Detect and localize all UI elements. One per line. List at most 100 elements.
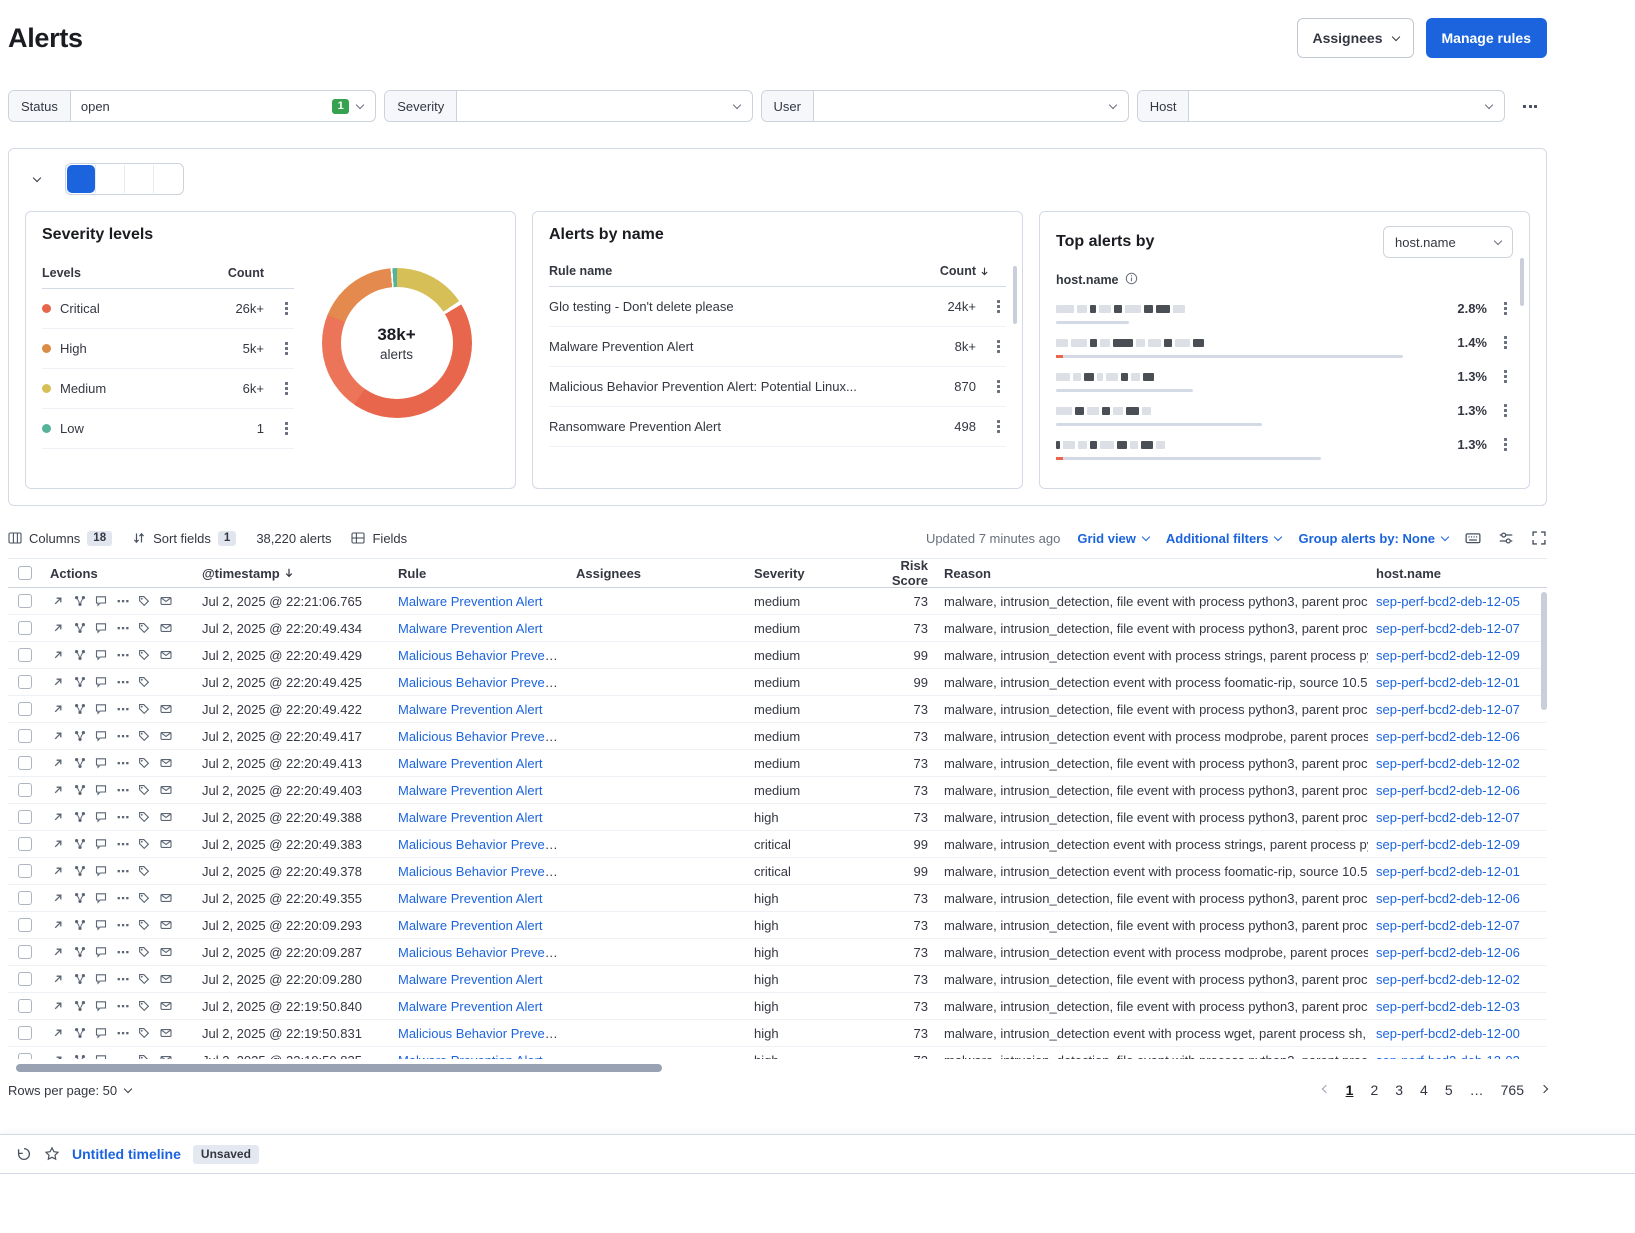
manage-rules-button[interactable]: Manage rules <box>1425 18 1547 58</box>
host-link[interactable]: sep-perf-bcd2-deb-12-06 <box>1376 944 1520 960</box>
chart-tab[interactable] <box>67 165 95 193</box>
kebab-menu-icon[interactable] <box>278 381 294 396</box>
rule-column-header[interactable]: Rule <box>398 565 427 581</box>
kebab-menu-icon[interactable] <box>990 339 1006 354</box>
session-view-icon[interactable] <box>138 973 150 985</box>
analyze-event-icon[interactable] <box>74 703 86 715</box>
chart-tab[interactable] <box>124 165 153 193</box>
reason-cell[interactable]: malware, intrusion_detection, file event… <box>944 971 1368 987</box>
analyze-event-icon[interactable] <box>74 595 86 607</box>
count-column-header[interactable]: Count <box>939 264 976 278</box>
row-checkbox[interactable] <box>18 810 32 824</box>
reason-cell[interactable]: malware, intrusion_detection event with … <box>944 674 1368 690</box>
host-link[interactable]: sep-perf-bcd2-deb-12-07 <box>1376 809 1520 825</box>
previous-page-icon[interactable] <box>1321 1084 1330 1093</box>
rule-link[interactable]: Malicious Behavior Preventi... <box>398 647 568 663</box>
pagination-page[interactable]: 765 <box>1500 1082 1524 1098</box>
assignees-column-header[interactable]: Assignees <box>576 565 642 581</box>
more-actions-icon[interactable] <box>117 1027 129 1039</box>
rule-link[interactable]: Malware Prevention Alert <box>398 593 543 609</box>
more-actions-icon[interactable] <box>117 757 129 769</box>
expand-alert-icon[interactable] <box>52 676 64 688</box>
more-actions-icon[interactable] <box>117 622 129 634</box>
row-checkbox[interactable] <box>18 945 32 959</box>
session-view-icon[interactable] <box>138 703 150 715</box>
reason-cell[interactable]: malware, intrusion_detection, file event… <box>944 620 1368 636</box>
kebab-menu-icon[interactable] <box>278 341 294 356</box>
pagination-page[interactable]: 5 <box>1444 1082 1453 1098</box>
comment-icon[interactable] <box>95 811 107 823</box>
notifications-icon[interactable] <box>159 811 172 823</box>
favorite-star-icon[interactable] <box>44 1146 60 1162</box>
reason-cell[interactable]: malware, intrusion_detection, file event… <box>944 998 1368 1014</box>
reason-cell[interactable]: malware, intrusion_detection, file event… <box>944 701 1368 717</box>
expand-alert-icon[interactable] <box>52 622 64 634</box>
notifications-icon[interactable] <box>159 730 172 742</box>
vertical-scrollbar[interactable] <box>1541 592 1547 710</box>
host-link[interactable]: sep-perf-bcd2-deb-12-06 <box>1376 728 1520 744</box>
reason-cell[interactable]: malware, intrusion_detection, file event… <box>944 809 1368 825</box>
host-link[interactable]: sep-perf-bcd2-deb-12-06 <box>1376 782 1520 798</box>
more-actions-icon[interactable] <box>117 595 129 607</box>
user-filter[interactable]: User <box>760 90 1129 122</box>
analyze-event-icon[interactable] <box>74 649 86 661</box>
top-alerts-field-select[interactable]: host.name <box>1383 226 1513 258</box>
more-actions-icon[interactable] <box>117 1000 129 1012</box>
row-checkbox[interactable] <box>18 864 32 878</box>
panel-scrollbar[interactable] <box>1520 258 1524 306</box>
risk-score-column-header[interactable]: Risk Score <box>891 558 928 588</box>
kebab-menu-icon[interactable] <box>990 379 1006 394</box>
analyze-event-icon[interactable] <box>74 919 86 931</box>
session-view-icon[interactable] <box>138 838 150 850</box>
row-checkbox[interactable] <box>18 594 32 608</box>
rule-link[interactable]: Malicious Behavior Preventi... <box>398 863 568 879</box>
more-actions-icon[interactable] <box>117 838 129 850</box>
info-icon[interactable] <box>1125 272 1138 288</box>
horizontal-scrollbar-thumb[interactable] <box>16 1064 663 1072</box>
notifications-icon[interactable] <box>159 946 172 958</box>
reason-column-header[interactable]: Reason <box>944 565 991 581</box>
expand-alert-icon[interactable] <box>52 946 64 958</box>
kebab-menu-icon[interactable] <box>990 419 1006 434</box>
analyze-event-icon[interactable] <box>74 865 86 877</box>
untitled-timeline-link[interactable]: Untitled timeline <box>72 1146 181 1162</box>
rule-link[interactable]: Malware Prevention Alert <box>398 755 543 771</box>
comment-icon[interactable] <box>95 730 107 742</box>
row-checkbox[interactable] <box>18 918 32 932</box>
host-link[interactable]: sep-perf-bcd2-deb-12-00 <box>1376 1025 1520 1041</box>
notifications-icon[interactable] <box>159 649 172 661</box>
row-checkbox[interactable] <box>18 783 32 797</box>
more-filters-icon[interactable] <box>1513 93 1547 119</box>
rows-per-page-button[interactable]: Rows per page: 50 <box>8 1083 133 1098</box>
comment-icon[interactable] <box>95 973 107 985</box>
kebab-menu-icon[interactable] <box>1497 301 1513 316</box>
expand-alert-icon[interactable] <box>52 784 64 796</box>
reason-cell[interactable]: malware, intrusion_detection event with … <box>944 728 1368 744</box>
session-view-icon[interactable] <box>138 757 150 769</box>
kebab-menu-icon[interactable] <box>278 301 294 316</box>
rule-link[interactable]: Malicious Behavior Preventi... <box>398 674 568 690</box>
next-page-icon[interactable] <box>1539 1084 1549 1093</box>
row-checkbox[interactable] <box>18 972 32 986</box>
rule-link[interactable]: Malicious Behavior Preventi... <box>398 728 568 744</box>
analyze-event-icon[interactable] <box>74 892 86 904</box>
notifications-icon[interactable] <box>159 1027 172 1039</box>
rule-link[interactable]: Malware Prevention Alert <box>398 782 543 798</box>
expand-alert-icon[interactable] <box>52 838 64 850</box>
analyze-event-icon[interactable] <box>74 757 86 769</box>
analyze-event-icon[interactable] <box>74 973 86 985</box>
comment-icon[interactable] <box>95 946 107 958</box>
kebab-menu-icon[interactable] <box>1497 335 1513 350</box>
comment-icon[interactable] <box>95 703 107 715</box>
notifications-icon[interactable] <box>159 1000 172 1012</box>
more-actions-icon[interactable] <box>117 649 129 661</box>
panel-scrollbar[interactable] <box>1013 266 1017 324</box>
more-actions-icon[interactable] <box>117 919 129 931</box>
host-link[interactable]: sep-perf-bcd2-deb-12-09 <box>1376 647 1520 663</box>
comment-icon[interactable] <box>95 838 107 850</box>
expand-alert-icon[interactable] <box>52 973 64 985</box>
session-view-icon[interactable] <box>138 784 150 796</box>
more-actions-icon[interactable] <box>117 703 129 715</box>
row-checkbox[interactable] <box>18 1053 32 1059</box>
row-checkbox[interactable] <box>18 1026 32 1040</box>
